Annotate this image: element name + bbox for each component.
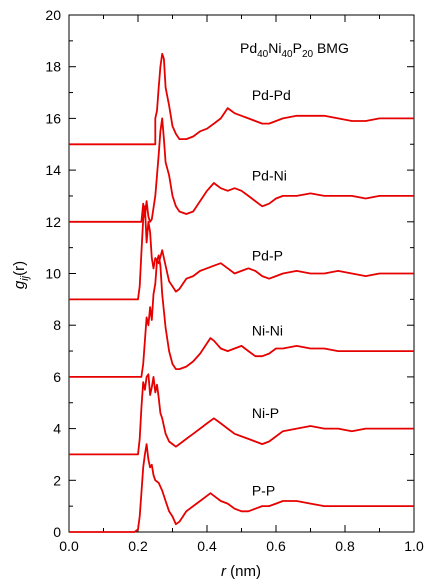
- y-axis-subscript: ij: [19, 275, 31, 280]
- chart-title: Pd40Ni40P20 BMG: [240, 40, 349, 60]
- title-subscript-1: 40: [257, 49, 269, 60]
- x-axis-label: r (nm): [221, 563, 261, 580]
- series-line-pd-pd: [69, 52, 414, 146]
- x-tick-label: 1.0: [404, 538, 424, 554]
- series-line-pd-p: [69, 205, 414, 301]
- x-axis-unit: (nm): [226, 563, 261, 580]
- title-element-2: Ni: [268, 40, 281, 56]
- x-tick-label: 0.8: [335, 538, 355, 554]
- y-tick-label: 2: [53, 472, 61, 488]
- y-tick-label: 4: [53, 421, 61, 437]
- y-axis-argument: (r): [11, 261, 28, 276]
- y-axis-g: g: [11, 280, 28, 289]
- x-tick-label: 0.4: [197, 538, 217, 554]
- y-tick-label: 14: [45, 162, 61, 178]
- title-subscript-2: 40: [281, 49, 293, 60]
- series-label-pd-pd: Pd-Pd: [252, 87, 291, 103]
- y-tick-label: 18: [45, 59, 61, 75]
- series-label-pd-p: Pd-P: [252, 247, 283, 263]
- series-label-ni-ni: Ni-Ni: [252, 322, 283, 338]
- title-subscript-3: 20: [302, 49, 314, 60]
- y-tick-label: 20: [45, 7, 61, 23]
- series-line-ni-p: [69, 373, 414, 456]
- x-tick-label: 0.2: [128, 538, 148, 554]
- y-axis-label: gij(r): [11, 261, 31, 289]
- series-label-pd-ni: Pd-Ni: [252, 167, 287, 183]
- x-axis-variable: r: [221, 563, 227, 580]
- y-tick-label: 16: [45, 110, 61, 126]
- series-label-p-p: P-P: [252, 483, 275, 499]
- title-element-1: Pd: [240, 40, 257, 56]
- y-tick-label: 0: [53, 524, 61, 540]
- plot-area: 0.0 0.2 0.4 0.6 0.8 1.0 0 2 4 6 8 10 12 14 16 18 20 Pd-Pd…: [45, 7, 424, 554]
- series-label-ni-p: Ni-P: [252, 405, 279, 421]
- x-tick-label: 0.6: [266, 538, 286, 554]
- x-tick-label: 0.0: [59, 538, 79, 554]
- series-line-ni-ni: [69, 254, 414, 378]
- y-tick-label: 8: [53, 317, 61, 333]
- title-element-3: P: [293, 40, 302, 56]
- y-tick-label: 12: [45, 214, 61, 230]
- y-tick-label: 6: [53, 369, 61, 385]
- title-suffix: BMG: [313, 40, 349, 56]
- y-tick-label: 10: [45, 266, 61, 282]
- series-line-p-p: [69, 443, 414, 533]
- series-line-pd-ni: [69, 117, 414, 223]
